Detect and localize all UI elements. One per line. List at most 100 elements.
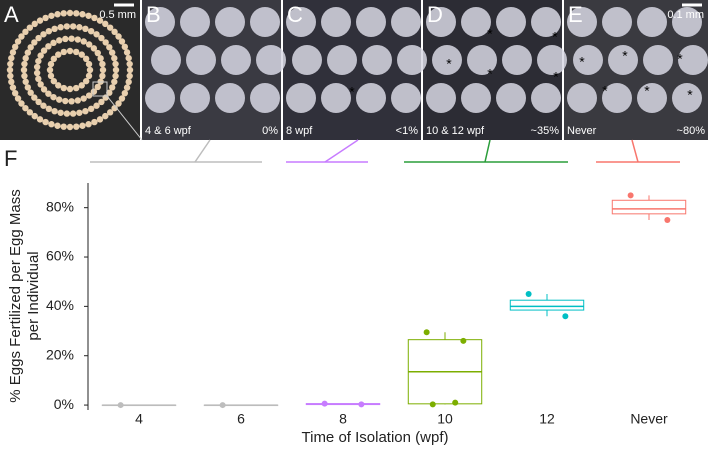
egg <box>31 112 38 120</box>
egg <box>26 109 34 116</box>
egg <box>74 36 81 43</box>
egg <box>106 89 113 96</box>
egg <box>22 78 29 85</box>
egg <box>108 84 116 91</box>
egg <box>47 72 55 80</box>
egg-mass <box>502 45 532 75</box>
x-tick-label: 12 <box>539 411 555 427</box>
egg <box>48 121 55 128</box>
egg <box>45 105 53 113</box>
egg <box>36 116 44 123</box>
egg <box>63 110 71 117</box>
egg <box>18 100 25 107</box>
zoom-line <box>106 95 143 141</box>
x-tick-label: 10 <box>437 411 453 427</box>
point <box>423 329 430 336</box>
egg <box>9 84 17 91</box>
panel-percent: 0% <box>262 125 278 137</box>
asterisk: * <box>677 51 683 67</box>
egg <box>76 24 83 31</box>
x-tick-label: 6 <box>237 411 245 427</box>
egg <box>22 28 29 36</box>
panel-percent: <1% <box>396 125 419 137</box>
egg-mass <box>397 45 427 75</box>
egg-mass <box>531 83 561 113</box>
egg <box>90 45 98 52</box>
egg-mass <box>292 45 322 75</box>
egg <box>82 25 89 33</box>
x-tick-label: Never <box>630 411 668 427</box>
egg <box>115 100 122 107</box>
egg <box>40 102 47 109</box>
point <box>460 337 467 344</box>
egg-mass <box>678 45 708 75</box>
box <box>509 299 585 311</box>
egg <box>54 122 61 129</box>
egg <box>68 35 75 42</box>
point <box>219 402 226 409</box>
point <box>452 399 459 406</box>
egg <box>125 54 132 62</box>
panel-caption: Never <box>567 125 597 137</box>
egg <box>18 33 25 40</box>
egg <box>56 37 63 44</box>
point <box>664 217 671 224</box>
panel-label: E <box>568 2 583 27</box>
egg-mass <box>496 83 526 113</box>
egg <box>60 123 67 130</box>
panel-label: D <box>427 2 443 27</box>
egg <box>112 60 119 68</box>
egg-mass <box>672 7 702 37</box>
egg <box>111 28 118 36</box>
zoom-box <box>92 81 108 97</box>
egg <box>35 34 42 42</box>
egg <box>79 122 86 129</box>
egg <box>93 102 100 109</box>
egg-mass <box>356 83 386 113</box>
panel-caption: 4 & 6 wpf <box>145 125 192 137</box>
egg <box>50 55 58 63</box>
egg-mass <box>608 45 638 75</box>
connectors <box>90 139 680 163</box>
egg <box>97 55 104 62</box>
egg <box>26 24 34 31</box>
egg-mass <box>672 83 702 113</box>
asterisk: * <box>687 87 693 103</box>
egg <box>68 98 75 105</box>
egg-mass <box>356 7 386 37</box>
panel-percent: ~35% <box>531 125 560 137</box>
egg-mass <box>286 83 316 113</box>
panel-label: F <box>4 146 17 171</box>
egg-mass <box>321 83 351 113</box>
egg-mass <box>362 45 392 75</box>
egg <box>40 31 47 38</box>
egg <box>46 66 54 74</box>
egg <box>36 17 44 24</box>
egg <box>21 72 28 80</box>
egg <box>82 107 89 115</box>
egg <box>106 44 113 51</box>
egg-mass <box>461 7 491 37</box>
egg-mass <box>637 83 667 113</box>
y-tick-label: 20% <box>46 346 74 362</box>
egg-mass <box>643 45 673 75</box>
egg <box>7 60 14 68</box>
egg <box>98 34 105 42</box>
egg <box>14 38 22 45</box>
egg <box>102 20 109 28</box>
egg <box>45 90 52 97</box>
egg <box>51 25 58 33</box>
egg <box>91 14 98 22</box>
panel-label: B <box>146 2 161 27</box>
y-tick-label: 80% <box>46 198 74 214</box>
scale-label: 0.5 mm <box>99 9 136 21</box>
egg-mass <box>286 7 316 37</box>
egg <box>85 92 93 99</box>
egg <box>24 49 32 56</box>
egg <box>20 66 28 74</box>
asterisk: * <box>644 83 650 99</box>
egg <box>11 43 19 51</box>
egg <box>106 109 114 116</box>
asterisk: * <box>602 83 608 99</box>
asterisk: * <box>579 54 585 70</box>
